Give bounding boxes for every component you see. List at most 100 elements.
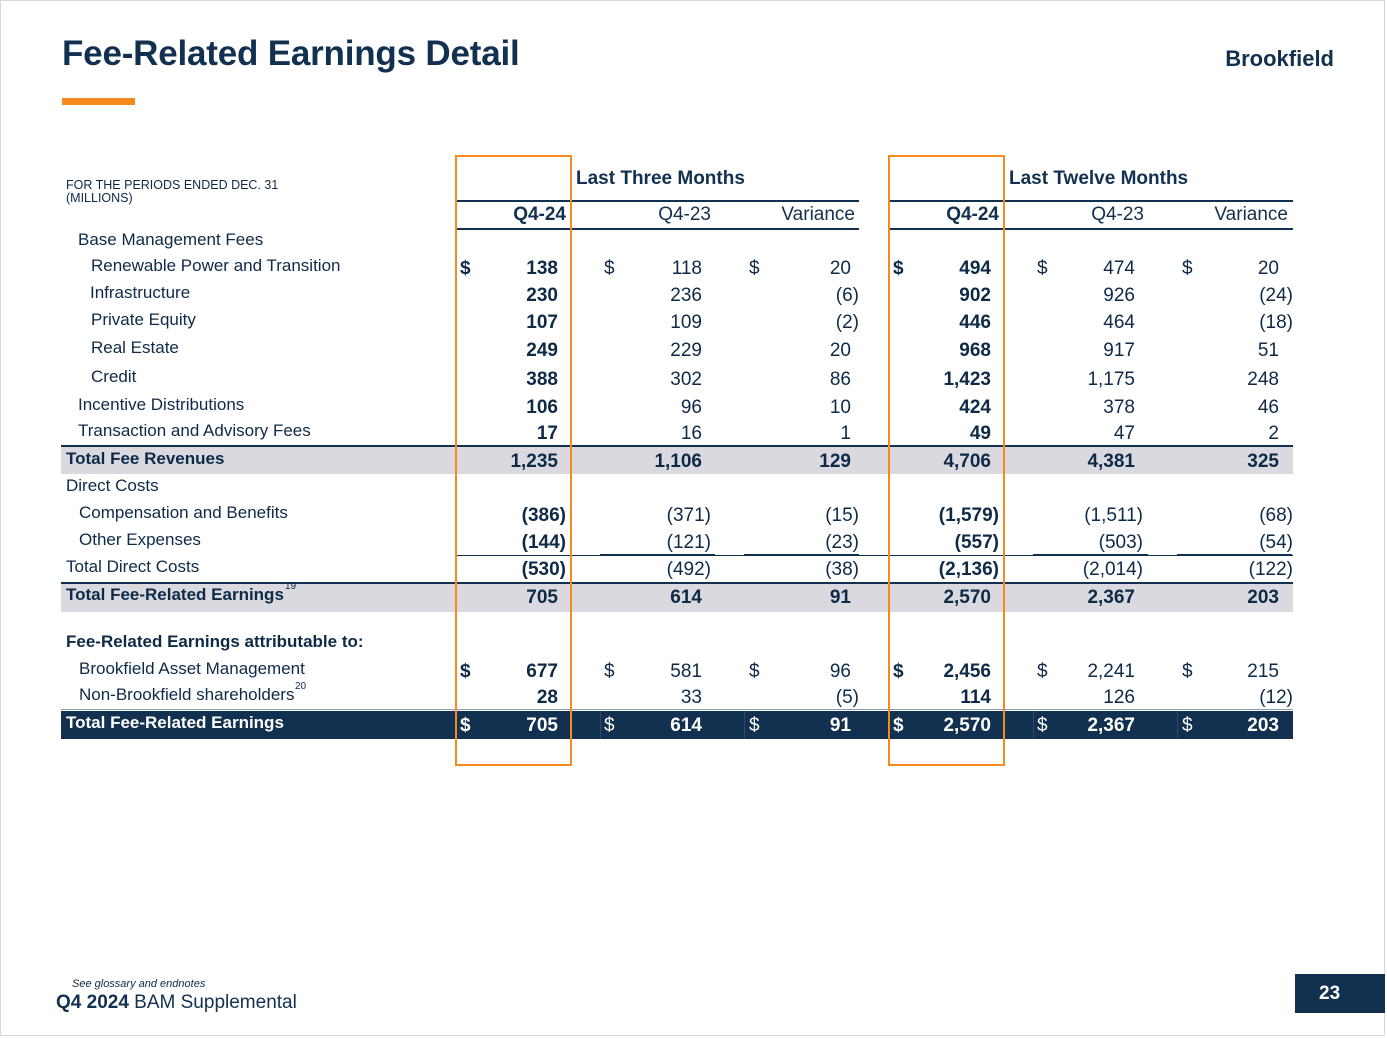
report-name: Q4 2024 BAM Supplemental bbox=[56, 992, 297, 1014]
table-cell: 249 bbox=[526, 340, 558, 361]
table-cell: 446 bbox=[959, 312, 991, 333]
table-cell: (23) bbox=[825, 532, 859, 553]
table-cell: (1,579) bbox=[938, 505, 999, 526]
dollar-sign: $ bbox=[604, 258, 615, 279]
table-cell: (68) bbox=[1259, 505, 1293, 526]
table-cell: 1,235 bbox=[510, 451, 558, 472]
table-cell: (12) bbox=[1259, 687, 1293, 708]
table-cell: 1,175 bbox=[1087, 369, 1135, 390]
group-header-three-months: Last Three Months bbox=[576, 168, 745, 189]
dollar-sign: $ bbox=[1182, 715, 1193, 736]
column-header: Q4-24 bbox=[513, 204, 566, 225]
table-cell: 424 bbox=[959, 397, 991, 418]
table-cell: 215 bbox=[1247, 661, 1279, 682]
table-cell: 494 bbox=[959, 258, 991, 279]
table-cell: 20 bbox=[1257, 258, 1279, 279]
dollar-sign: $ bbox=[604, 661, 615, 682]
dollar-sign: $ bbox=[893, 258, 904, 279]
report-title: BAM Supplemental bbox=[128, 992, 297, 1013]
table-cell: 203 bbox=[1247, 587, 1279, 608]
table-cell: 17 bbox=[536, 423, 558, 444]
table-cell: (503) bbox=[1098, 532, 1143, 553]
table-cell: 203 bbox=[1247, 715, 1279, 736]
dollar-sign: $ bbox=[1037, 258, 1048, 279]
table-cell: 91 bbox=[829, 587, 851, 608]
table-cell: 968 bbox=[959, 340, 991, 361]
row-label: Transaction and Advisory Fees bbox=[78, 421, 311, 440]
table-cell: 248 bbox=[1247, 369, 1279, 390]
table-cell: 96 bbox=[680, 397, 702, 418]
table-cell: 236 bbox=[670, 285, 702, 306]
dollar-sign: $ bbox=[893, 661, 904, 682]
table-cell: (38) bbox=[825, 559, 859, 580]
table-cell: 917 bbox=[1103, 340, 1135, 361]
row-label: Compensation and Benefits bbox=[79, 503, 288, 522]
rule-above-total-fre bbox=[61, 582, 1293, 584]
table-cell: 118 bbox=[671, 258, 702, 279]
dollar-sign: $ bbox=[460, 661, 471, 682]
table-cell: 614 bbox=[670, 715, 702, 736]
table-cell: 325 bbox=[1247, 451, 1279, 472]
row-label: Brookfield Asset Management bbox=[79, 659, 305, 678]
table-cell: 33 bbox=[680, 687, 702, 708]
dollar-sign: $ bbox=[749, 258, 760, 279]
table-cell: 614 bbox=[670, 587, 702, 608]
table-cell: 114 bbox=[960, 687, 991, 708]
table-cell: 51 bbox=[1257, 340, 1279, 361]
table-cell: 705 bbox=[526, 715, 558, 736]
periods-caption-line2: (MILLIONS) bbox=[66, 191, 133, 205]
table-cell: 302 bbox=[670, 369, 702, 390]
final-row-separator bbox=[1177, 711, 1178, 738]
table-cell: 96 bbox=[829, 661, 851, 682]
table-cell: 2,367 bbox=[1087, 715, 1135, 736]
group-rule-three-months bbox=[455, 200, 859, 202]
row-label: Total Fee-Related Earnings bbox=[66, 713, 284, 732]
row-label: Other Expenses bbox=[79, 530, 201, 549]
row-label: Infrastructure bbox=[90, 283, 191, 302]
table-cell: 2,456 bbox=[943, 661, 991, 682]
dollar-sign: $ bbox=[1182, 258, 1193, 279]
dollar-sign: $ bbox=[1182, 661, 1193, 682]
endnote-ref: 20 bbox=[295, 681, 307, 692]
dollar-sign: $ bbox=[1037, 715, 1048, 736]
table-cell: 20 bbox=[829, 258, 851, 279]
table-cell: 474 bbox=[1103, 258, 1135, 279]
table-cell: (54) bbox=[1259, 532, 1293, 553]
row-label: Total Fee Revenues bbox=[66, 449, 225, 468]
final-row-separator bbox=[744, 711, 745, 738]
column-header: Q4-24 bbox=[946, 204, 999, 225]
row-label: Direct Costs bbox=[66, 476, 159, 495]
dollar-sign: $ bbox=[604, 715, 615, 736]
table-cell: 388 bbox=[526, 369, 558, 390]
page-title: Fee-Related Earnings Detail bbox=[62, 34, 520, 73]
subtotal-rule bbox=[1033, 554, 1148, 555]
column-header: Q4-23 bbox=[658, 204, 711, 225]
table-cell: (5) bbox=[835, 687, 859, 708]
table-cell: (15) bbox=[825, 505, 859, 526]
table-cell: 378 bbox=[1103, 397, 1135, 418]
page-number: 23 bbox=[1295, 974, 1385, 1013]
table-cell: 902 bbox=[959, 285, 991, 306]
table-cell: 2,367 bbox=[1087, 587, 1135, 608]
table-cell: 10 bbox=[829, 397, 851, 418]
report-period: Q4 2024 bbox=[56, 992, 129, 1013]
table-cell: 1,106 bbox=[654, 451, 702, 472]
glossary-note: See glossary and endnotes bbox=[72, 978, 206, 990]
header-rule-twelve-months bbox=[888, 228, 1293, 230]
table-cell: 107 bbox=[526, 312, 558, 333]
periods-caption-line1: FOR THE PERIODS ENDED DEC. 31 bbox=[66, 178, 279, 192]
table-cell: (24) bbox=[1259, 285, 1293, 306]
row-label: Total Direct Costs bbox=[66, 557, 200, 576]
table-cell: 229 bbox=[670, 340, 702, 361]
table-cell: 2,570 bbox=[943, 715, 991, 736]
row-label: Private Equity bbox=[91, 310, 196, 329]
table-cell: 677 bbox=[526, 661, 558, 682]
dollar-sign: $ bbox=[749, 715, 760, 736]
subtotal-rule bbox=[600, 554, 715, 555]
dollar-sign: $ bbox=[749, 661, 760, 682]
table-cell: (2) bbox=[835, 312, 859, 333]
table-cell: 86 bbox=[829, 369, 851, 390]
row-label: Total Fee-Related Earnings bbox=[66, 585, 284, 604]
dollar-sign: $ bbox=[460, 258, 471, 279]
rule-above-final-total bbox=[61, 709, 1293, 710]
